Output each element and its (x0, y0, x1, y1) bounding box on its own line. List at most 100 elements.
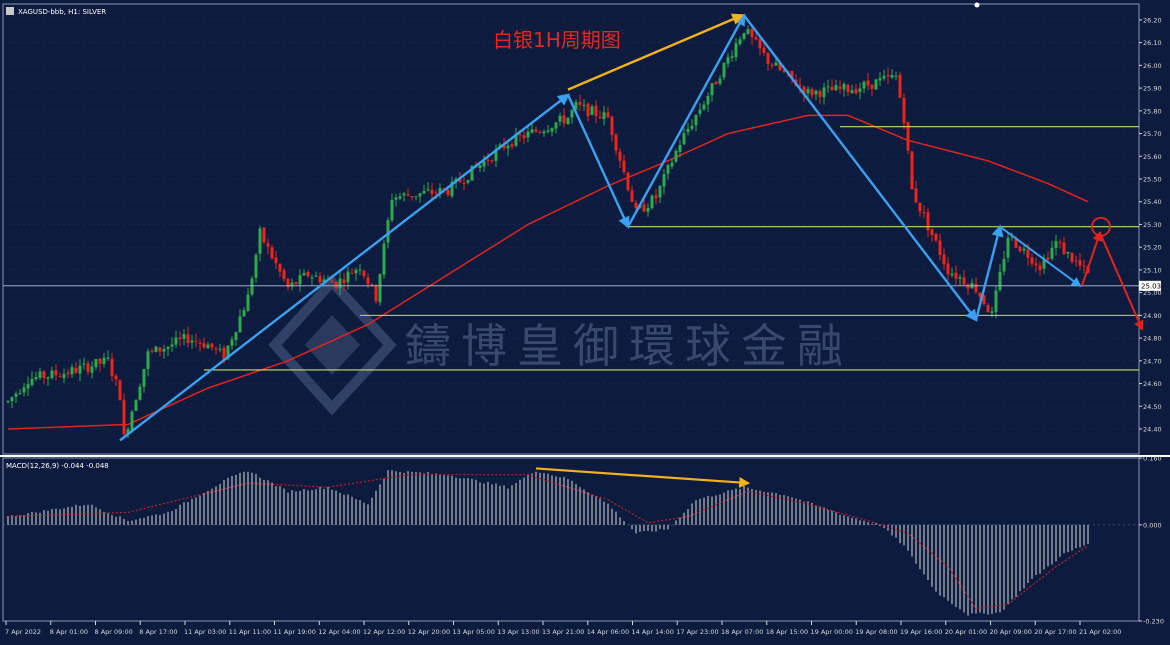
candle-body (550, 128, 554, 132)
candle-body (1002, 258, 1006, 272)
candle-body (426, 189, 430, 191)
candle-body (190, 340, 194, 343)
x-tick-label: 19 Apr 00:00 (811, 628, 853, 636)
y-tick-label: 24.80 (1143, 335, 1162, 343)
candle-body (502, 144, 506, 149)
candle-body (966, 284, 970, 289)
candle-body (890, 75, 894, 78)
candle-body (942, 254, 946, 265)
x-tick-label: 7 Apr 2022 (5, 628, 41, 636)
candle-body (6, 401, 10, 403)
candle-body (762, 47, 766, 53)
candle-body (998, 271, 1002, 290)
forecast-up-arrow (1081, 230, 1103, 287)
candle-body (706, 95, 710, 105)
candle-body (858, 88, 862, 92)
y-tick-label: 25.80 (1143, 107, 1162, 115)
candle-body (158, 347, 162, 352)
candle-body (350, 272, 354, 274)
y-tick-label: 25.20 (1143, 244, 1162, 252)
candle-body (298, 275, 302, 285)
candle-body (602, 112, 606, 120)
candle-body (302, 273, 306, 276)
candle-body (150, 350, 154, 352)
window-menu-icon[interactable] (974, 2, 980, 8)
candle-body (146, 351, 150, 370)
x-tick-label: 13 Apr 21:00 (542, 628, 584, 636)
candle-body (734, 43, 738, 58)
y-tick-label: 25.10 (1143, 266, 1162, 274)
candle-body (922, 212, 926, 214)
candle-body (770, 64, 774, 66)
candle-body (530, 129, 534, 133)
candle-body (74, 367, 78, 373)
candle-body (730, 56, 734, 58)
candle-body (406, 194, 410, 196)
candle-body (434, 192, 438, 194)
macd-y-tick-label: 0.000 (1143, 521, 1162, 529)
candle-body (866, 80, 870, 86)
x-tick-label: 8 Apr 17:00 (139, 628, 177, 636)
candle-body (194, 340, 198, 342)
candle-body (486, 159, 490, 161)
y-tick-label: 25.00 (1143, 289, 1162, 297)
candle-body (322, 279, 326, 283)
candle-body (570, 110, 574, 118)
candle-body (814, 90, 818, 95)
current-price-label: 25.03 (1141, 282, 1161, 290)
candle-body (238, 316, 242, 333)
candle-body (954, 272, 958, 279)
candle-body (346, 271, 350, 283)
candle-body (738, 39, 742, 45)
candle-body (42, 371, 46, 379)
candle-body (902, 97, 906, 124)
candle-body (330, 280, 334, 283)
candle-body (222, 347, 226, 360)
candle-body (1010, 236, 1014, 238)
candle-body (594, 105, 598, 116)
candle-body (46, 377, 50, 379)
candle-body (962, 277, 966, 285)
candle-body (874, 79, 878, 90)
candle-body (974, 283, 978, 292)
candle-body (334, 282, 338, 289)
candles (6, 25, 1090, 439)
candle-body (946, 263, 950, 275)
candle-body (154, 346, 158, 352)
x-tick-label: 18 Apr 07:00 (721, 628, 763, 636)
candle-body (578, 101, 582, 105)
x-tick-label: 19 Apr 08:00 (855, 628, 897, 636)
candle-body (1050, 247, 1054, 259)
candle-body (658, 185, 662, 198)
candle-body (758, 38, 762, 49)
candle-body (682, 133, 686, 145)
candle-body (1018, 246, 1022, 252)
candle-body (478, 165, 482, 169)
candle-body (114, 375, 118, 380)
candle-body (14, 393, 18, 397)
macd-y-tick-label: 0.160 (1143, 455, 1162, 463)
candle-body (342, 279, 346, 284)
candle-body (286, 278, 290, 288)
candle-body (650, 195, 654, 209)
candle-body (1046, 257, 1050, 260)
current-price-tag: 25.03 (1139, 280, 1161, 291)
candle-body (522, 135, 526, 139)
candle-body (206, 344, 210, 349)
candle-body (450, 181, 454, 197)
candle-body (702, 104, 706, 110)
candle-body (218, 348, 222, 350)
candle-body (242, 310, 246, 317)
x-tick-label: 12 Apr 20:00 (408, 628, 450, 636)
forecast-down-arrow (1099, 232, 1144, 331)
candle-body (466, 180, 470, 183)
candle-body (918, 202, 922, 212)
candle-body (718, 78, 722, 84)
candle-body (802, 86, 806, 95)
candle-body (526, 131, 530, 138)
candle-body (130, 411, 134, 431)
candle-body (94, 359, 98, 368)
candle-body (518, 134, 522, 136)
candle-body (694, 114, 698, 126)
